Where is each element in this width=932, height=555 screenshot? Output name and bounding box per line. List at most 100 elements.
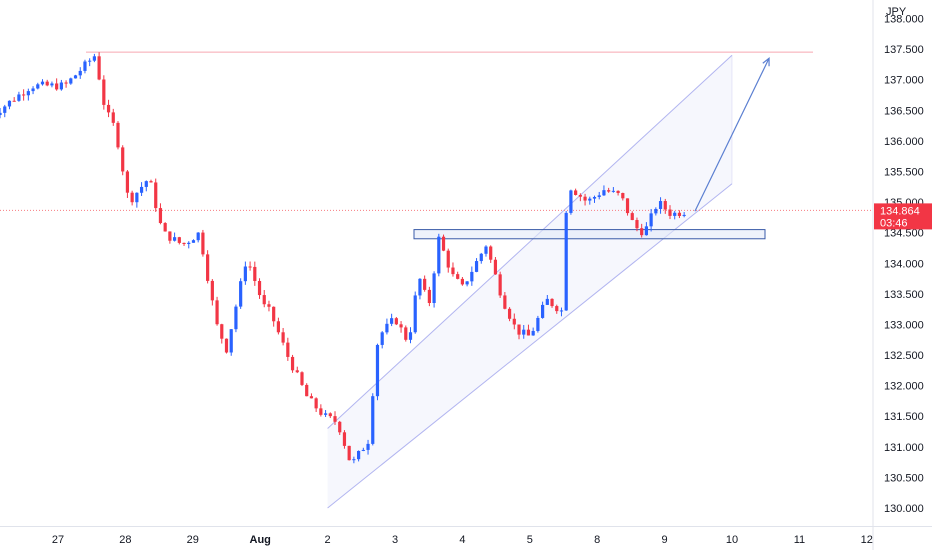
candle[interactable]	[446, 248, 450, 273]
candle[interactable]	[253, 261, 257, 286]
candle[interactable]	[78, 67, 82, 79]
candle[interactable]	[314, 397, 318, 412]
candle[interactable]	[536, 315, 540, 333]
candle[interactable]	[588, 196, 592, 205]
channel-upper-line[interactable]	[327, 54, 733, 429]
candle[interactable]	[338, 420, 342, 435]
candle[interactable]	[154, 178, 158, 212]
candle[interactable]	[36, 82, 40, 90]
candle[interactable]	[220, 323, 224, 344]
candle[interactable]	[305, 383, 309, 397]
candle[interactable]	[257, 278, 262, 299]
candle[interactable]	[625, 198, 630, 216]
candle[interactable]	[507, 307, 512, 322]
candle[interactable]	[40, 79, 45, 86]
candle[interactable]	[390, 313, 394, 327]
candle[interactable]	[559, 307, 564, 317]
candle[interactable]	[229, 329, 233, 356]
candle[interactable]	[371, 393, 375, 446]
candle[interactable]	[323, 410, 328, 418]
candle[interactable]	[121, 145, 125, 176]
candle[interactable]	[644, 222, 649, 236]
candle[interactable]	[385, 318, 389, 335]
candle[interactable]	[512, 313, 516, 330]
candle[interactable]	[281, 327, 285, 346]
candle[interactable]	[658, 197, 663, 214]
candle[interactable]	[621, 192, 625, 201]
candle[interactable]	[290, 354, 295, 373]
candle[interactable]	[441, 234, 446, 252]
candle[interactable]	[102, 75, 106, 110]
candle[interactable]	[569, 189, 573, 215]
candle[interactable]	[437, 233, 441, 277]
support-zone[interactable]	[413, 229, 766, 240]
candle[interactable]	[640, 223, 644, 238]
projection-arrow-line[interactable]	[694, 58, 770, 212]
candle[interactable]	[663, 198, 667, 214]
candle[interactable]	[361, 447, 365, 452]
candle[interactable]	[191, 239, 196, 243]
candle[interactable]	[352, 456, 356, 464]
candle[interactable]	[484, 245, 488, 257]
candle[interactable]	[423, 275, 427, 292]
candle[interactable]	[59, 79, 63, 91]
candle[interactable]	[550, 298, 554, 308]
candle[interactable]	[116, 121, 120, 150]
candle[interactable]	[592, 195, 597, 203]
candle[interactable]	[366, 439, 370, 455]
candle[interactable]	[602, 185, 606, 196]
candle[interactable]	[399, 321, 403, 333]
candle[interactable]	[201, 229, 205, 257]
candle[interactable]	[286, 337, 290, 361]
candle[interactable]	[574, 188, 578, 196]
candle[interactable]	[88, 58, 92, 67]
candle[interactable]	[50, 81, 54, 88]
candle[interactable]	[239, 278, 243, 309]
candle[interactable]	[45, 79, 49, 87]
candle[interactable]	[300, 371, 304, 387]
candle[interactable]	[404, 325, 408, 342]
candle[interactable]	[187, 241, 191, 249]
candle[interactable]	[677, 210, 682, 219]
candle[interactable]	[149, 179, 153, 183]
candle[interactable]	[328, 412, 332, 419]
candle[interactable]	[139, 182, 144, 197]
candle[interactable]	[635, 217, 639, 232]
candle[interactable]	[654, 207, 658, 216]
candle[interactable]	[394, 317, 398, 326]
candle[interactable]	[342, 430, 347, 449]
candle[interactable]	[493, 257, 498, 275]
candle[interactable]	[611, 187, 615, 193]
candle[interactable]	[408, 327, 413, 344]
candle[interactable]	[97, 52, 101, 81]
candle[interactable]	[83, 59, 87, 74]
candle[interactable]	[309, 393, 314, 399]
candle[interactable]	[3, 104, 7, 118]
candle[interactable]	[607, 187, 611, 193]
candle[interactable]	[347, 445, 351, 461]
candle[interactable]	[564, 210, 568, 311]
candle[interactable]	[158, 203, 163, 225]
candle[interactable]	[125, 169, 130, 198]
candle[interactable]	[64, 80, 68, 88]
candle[interactable]	[503, 292, 507, 310]
candle[interactable]	[26, 88, 30, 101]
candle[interactable]	[474, 258, 479, 273]
candle[interactable]	[531, 327, 535, 336]
candle[interactable]	[272, 306, 276, 327]
candle[interactable]	[7, 100, 12, 110]
candle[interactable]	[130, 190, 134, 206]
candle[interactable]	[451, 262, 455, 277]
candle[interactable]	[375, 343, 380, 401]
candle[interactable]	[55, 78, 59, 91]
candle[interactable]	[22, 89, 26, 101]
candle[interactable]	[31, 86, 35, 95]
candle[interactable]	[517, 324, 521, 340]
candle[interactable]	[206, 250, 210, 284]
candle[interactable]	[413, 291, 417, 334]
candle[interactable]	[545, 295, 549, 306]
candle[interactable]	[526, 324, 531, 336]
candle[interactable]	[333, 411, 337, 425]
